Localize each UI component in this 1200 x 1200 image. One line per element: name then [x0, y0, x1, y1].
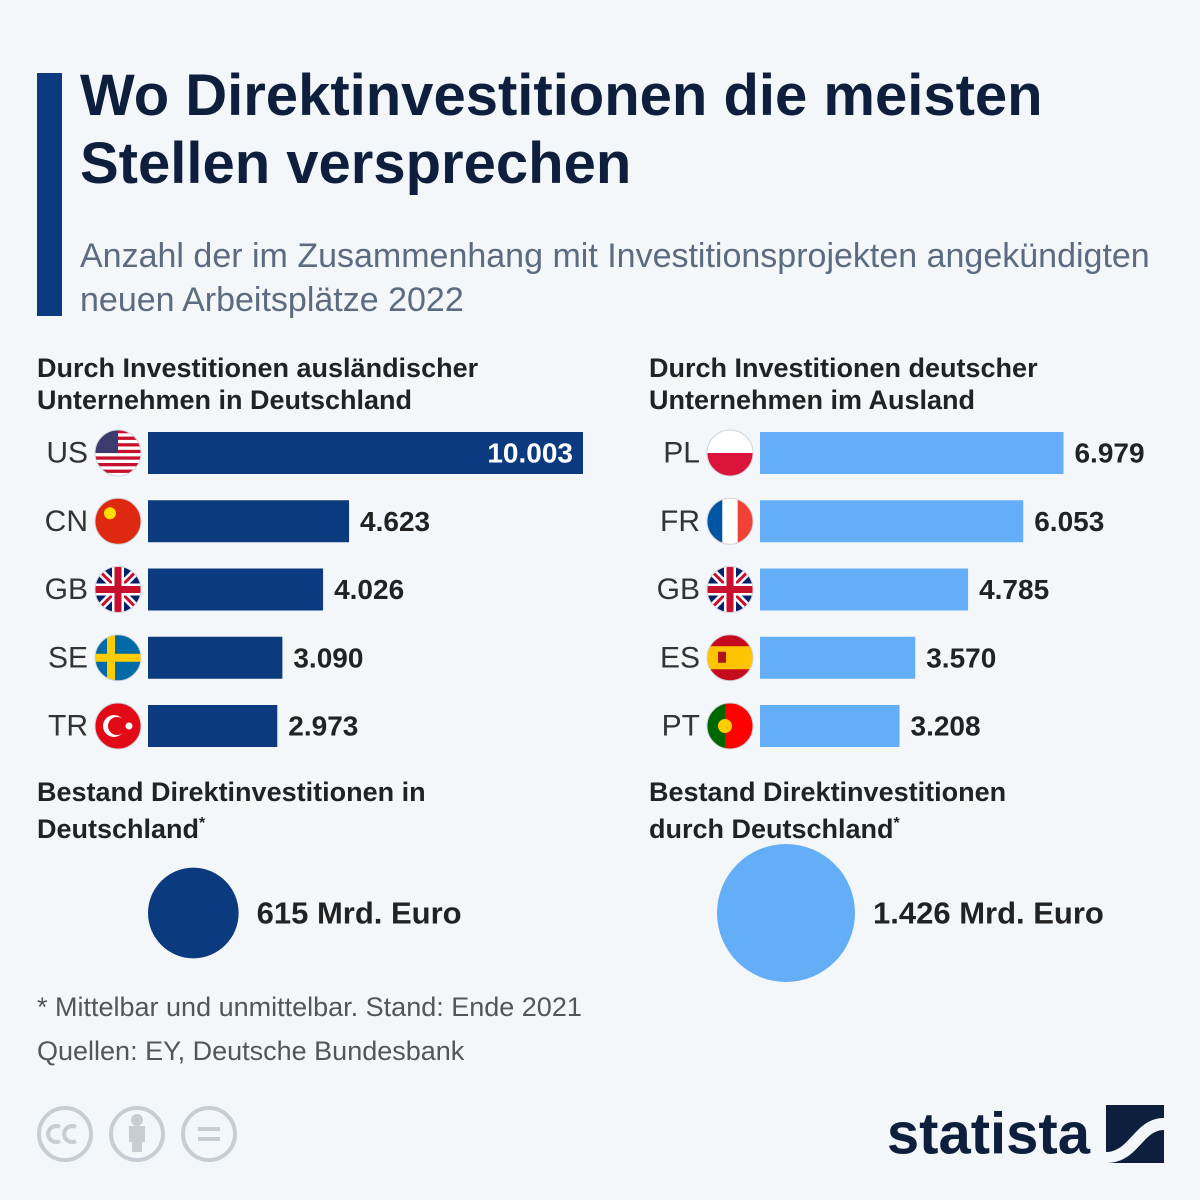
flag-outline: [94, 566, 142, 613]
flag-outline: [94, 634, 142, 682]
bar: [760, 432, 1064, 474]
flag-part: [707, 566, 753, 613]
chart-title: Durch Investitionen ausländischer Untern…: [37, 353, 479, 415]
value-label: 3.570: [926, 642, 996, 673]
brand-icon: [1106, 1105, 1164, 1163]
value-label: 10.003: [487, 438, 573, 469]
flag-part: [95, 566, 141, 613]
flag: [707, 703, 753, 749]
value-label: 2.973: [288, 711, 358, 742]
flag-part: [95, 498, 141, 545]
flag-outline: [94, 497, 142, 545]
value-label: 3.090: [293, 642, 363, 673]
value-label: 1.426 Mrd. Euro: [873, 896, 1104, 931]
flag-part: [125, 722, 133, 730]
bar: [148, 432, 583, 474]
flag: [95, 430, 141, 476]
flag-part: [108, 717, 126, 735]
flag-part: [718, 719, 732, 733]
bar: [760, 500, 1024, 543]
flag-part: [95, 634, 141, 681]
flag-part: [707, 453, 753, 476]
chart-title: Durch Investitionen deutscher Unternehme…: [649, 353, 1038, 415]
flag-part: [722, 498, 738, 545]
subtitle: Anzahl der im Zusammenhang mit Investiti…: [80, 237, 1150, 319]
category-label: ES: [660, 641, 700, 674]
flag: [95, 634, 141, 681]
flag-outline: [706, 702, 754, 750]
flag-part: [95, 463, 141, 467]
chart-title-text: Bestand Direktinvestitionen durch Deutsc…: [649, 777, 1007, 844]
category-label: FR: [660, 505, 700, 538]
flag-outline: [706, 429, 754, 477]
flag: [707, 498, 753, 545]
bar: [760, 636, 916, 679]
license-icons: [37, 1106, 237, 1162]
flag: [95, 566, 141, 613]
flag-part: [718, 651, 726, 663]
value-label: 6.979: [1074, 438, 1144, 469]
flag-outline: [94, 429, 142, 477]
flag: [95, 498, 141, 545]
value-label: 3.208: [911, 711, 981, 742]
flag-part: [707, 430, 753, 453]
flag: [707, 430, 753, 476]
bar: [148, 636, 283, 679]
category-label: TR: [48, 710, 88, 743]
category-label: PL: [663, 437, 700, 470]
chart-title: Bestand Direktinvestitionen in Deutschla…: [37, 776, 457, 845]
category-label: SE: [48, 641, 88, 674]
value-label: 4.026: [334, 574, 404, 605]
category-label: CN: [45, 505, 88, 538]
category-label: PT: [662, 710, 700, 743]
flag-outline: [706, 497, 754, 545]
bar: [148, 500, 350, 543]
flag-part: [95, 456, 141, 460]
bar: [760, 705, 900, 747]
flag-part: [707, 498, 723, 545]
bar: [148, 568, 324, 611]
bar: [148, 705, 278, 747]
title-accent: [37, 73, 62, 316]
chart-title-text: Bestand Direktinvestitionen in Deutschla…: [37, 777, 426, 844]
value-label: 615 Mrd. Euro: [257, 896, 462, 931]
category-label: US: [46, 437, 88, 470]
value-label: 4.785: [979, 574, 1049, 605]
flag-part: [95, 469, 141, 473]
footnote: * Mittelbar und unmittelbar. Stand: Ende…: [37, 992, 582, 1022]
flag-outline: [94, 702, 142, 750]
source: Quellen: EY, Deutsche Bundesbank: [37, 1036, 465, 1066]
flag: [95, 703, 141, 749]
brand: statista: [887, 1102, 1091, 1167]
flag-outline: [706, 566, 754, 613]
flag-part: [707, 703, 725, 749]
title-note: *: [893, 815, 900, 832]
chart-title: Bestand Direktinvestitionen durch Deutsc…: [649, 776, 1069, 845]
flag: [707, 566, 753, 613]
bar: [760, 568, 969, 611]
category-label: GB: [45, 573, 88, 606]
value-label: 4.623: [360, 506, 430, 537]
title: Wo Direktinvestitionen die meisten Stell…: [80, 63, 1043, 196]
title-note: *: [199, 815, 206, 832]
category-label: GB: [657, 573, 700, 606]
flag-part: [707, 646, 753, 670]
flag-part: [737, 498, 753, 545]
bubble: [148, 867, 239, 959]
flag: [707, 634, 753, 681]
bubble: [717, 844, 855, 982]
flag-outline: [706, 634, 754, 682]
value-label: 6.053: [1034, 506, 1104, 537]
flag-part: [104, 507, 116, 520]
